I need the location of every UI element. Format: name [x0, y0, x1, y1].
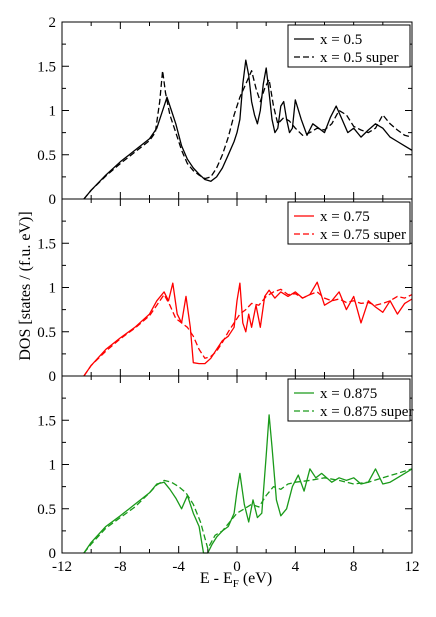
legend-label: x = 0.75: [320, 209, 370, 225]
x-axis-label: E - EF (eV): [200, 570, 272, 590]
y-tick-label: 1: [49, 281, 57, 297]
y-tick-label: 1: [49, 458, 57, 474]
panel-3: 0 0.5 1 1.5 x = 0.875 x = 0.875 super: [37, 375, 413, 562]
y-tick-label: 0: [49, 369, 57, 385]
legend-box: [287, 201, 411, 245]
x-tick-label: 8: [350, 559, 358, 575]
x-tick-label: -8: [114, 559, 127, 575]
series-line-super: [83, 288, 413, 377]
x-tick-label: -4: [172, 559, 185, 575]
panel-1: 0 0.5 1 1.5 2 x = 0.5 x = 0.5 super: [37, 15, 413, 208]
y-tick-label: 0: [49, 546, 57, 562]
legend-box: [287, 24, 411, 68]
y-tick-label: 0: [49, 192, 57, 208]
y-tick-label: 2: [49, 15, 57, 31]
y-tick-label: 1.5: [37, 59, 56, 75]
y-tick-label: 0.5: [37, 502, 56, 518]
series-line-super: [83, 468, 413, 554]
y-tick-label: 0.5: [37, 325, 56, 341]
x-tick-labels: -12 -8 -4 0 4 8 12: [52, 559, 420, 575]
series-line-direct: [83, 59, 413, 200]
legend-box: [287, 378, 411, 422]
legend-label: x = 0.875: [320, 386, 377, 402]
y-tick-label: 1.5: [37, 413, 56, 429]
panels: 0 0.5 1 1.5 2 x = 0.5 x = 0.5 super 0 0.5 1 1.5 x =…: [37, 15, 413, 562]
series-line-direct: [83, 281, 413, 377]
legend-label: x = 0.5: [320, 32, 362, 48]
legend-label: x = 0.75 super: [320, 227, 406, 243]
legend: x = 0.875 x = 0.875 super: [287, 378, 413, 422]
x-tick-label: 4: [292, 559, 300, 575]
y-tick-label: 1: [49, 104, 57, 120]
y-tick-label: 0.5: [37, 148, 56, 164]
x-tick-label: 0: [233, 559, 241, 575]
legend-label: x = 0.875 super: [320, 404, 413, 420]
y-tick-label: 1.5: [37, 236, 56, 252]
legend: x = 0.5 x = 0.5 super: [287, 24, 411, 68]
x-tick-label: -12: [52, 559, 72, 575]
series-line-direct: [83, 414, 413, 554]
y-axis-label: DOS [states / (f.u. eV)]: [17, 211, 34, 360]
series-line-super: [83, 70, 413, 200]
x-tick-label: 12: [405, 559, 420, 575]
legend-label: x = 0.5 super: [320, 50, 398, 66]
legend: x = 0.75 x = 0.75 super: [287, 201, 411, 245]
panel-2: 0 0.5 1 1.5 x = 0.75 x = 0.75 super: [37, 198, 413, 385]
